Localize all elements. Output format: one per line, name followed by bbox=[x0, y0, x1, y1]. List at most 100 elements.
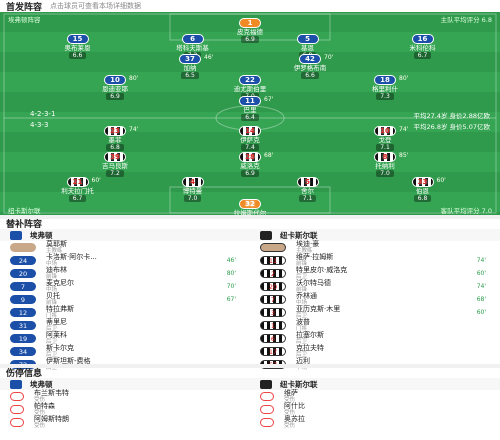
player-name: 巴里 bbox=[243, 106, 257, 114]
coach-text: 埃迪·豪 主教练 bbox=[296, 241, 319, 254]
sub-minute: 74' bbox=[399, 126, 409, 133]
coach-avatar bbox=[10, 243, 36, 252]
bench-text: 卡洛斯·阿尔卡... 中场 bbox=[46, 254, 97, 267]
bench-name: 乔林通 bbox=[296, 292, 317, 300]
home-note: 主队平均评分 6.8 bbox=[440, 16, 492, 24]
bench-sub: 68' bbox=[476, 296, 486, 303]
bench-sub: 70' bbox=[226, 283, 236, 290]
bench-player[interactable]: 31 蒂里尼 后卫 bbox=[0, 319, 250, 332]
bench-team: 埃弗顿 莫耶斯 主教练 24 卡洛斯·阿尔卡... 中场 46' 20 迪布林 前锋 80' 7 麦克尼… bbox=[0, 229, 250, 371]
injury-text: 阿姆斯特朗 受伤 bbox=[34, 416, 69, 429]
bench-position: 前锋 bbox=[296, 286, 308, 293]
coach-row: 埃迪·豪 主教练 bbox=[250, 241, 500, 254]
injured-player: 阿姆斯特朗 受伤 bbox=[0, 416, 250, 429]
player-rating: 7.4 bbox=[241, 144, 259, 151]
bench-player[interactable]: 12 特拉弗斯 门将 bbox=[0, 306, 250, 319]
injury-name: 阿什比 bbox=[284, 402, 305, 410]
bench-number: 31 bbox=[10, 321, 36, 330]
player-name: 皮克福德 bbox=[237, 28, 263, 36]
player[interactable]: 28 威洛克 6.9 68' bbox=[210, 152, 290, 177]
bench-player[interactable]: 6 拉塞尔斯 后卫 bbox=[250, 332, 500, 345]
player-rating: 6.8 bbox=[106, 144, 124, 151]
bench-player[interactable]: 20 迪布林 前锋 80' bbox=[0, 267, 250, 280]
player[interactable]: 39 吉马良斯 7.2 bbox=[75, 152, 155, 177]
pitch-lines bbox=[3, 13, 497, 214]
player[interactable]: 21 利夫拉门托 6.7 60' bbox=[38, 177, 118, 202]
bench-sub: 80' bbox=[226, 270, 236, 277]
player[interactable]: 32拉姆斯代尔7.2 bbox=[210, 199, 290, 215]
player-number: 23 bbox=[104, 126, 126, 136]
bench-player[interactable]: 1 波普 门将 bbox=[250, 319, 500, 332]
bench-player[interactable]: 7 乔林通 中场 68' bbox=[250, 293, 500, 306]
sub-minute: 80' bbox=[399, 75, 409, 82]
team-badge bbox=[260, 379, 272, 389]
bench-player[interactable]: 2 特里皮尔·威洛克 后卫 60' bbox=[250, 267, 500, 280]
player-number: 22 bbox=[239, 75, 261, 85]
bench-player[interactable]: 17 克拉夫特 后卫 bbox=[250, 345, 500, 358]
player[interactable]: 11 巴里 6.4 67' bbox=[210, 96, 290, 121]
player-name: 威洛克 bbox=[240, 162, 260, 170]
player-number: 42 bbox=[299, 54, 321, 64]
player-name: 戈登 bbox=[378, 136, 392, 144]
coach-role: 主教练 bbox=[46, 247, 63, 254]
player-name: 墨菲 bbox=[108, 136, 122, 144]
injury-name: 奥苏拉 bbox=[284, 415, 305, 423]
bench-text: 亚历克斯·木里 后卫 bbox=[296, 306, 340, 319]
bench-position: 后卫 bbox=[296, 312, 308, 319]
player-name: 恩迪亚耶 bbox=[102, 85, 128, 93]
player-name: 拉姆斯代尔 bbox=[233, 209, 267, 215]
bench-player[interactable]: 3 亚历克斯·木里 后卫 60' bbox=[250, 306, 500, 319]
player[interactable]: 8 托纳利 7.0 85' bbox=[345, 152, 425, 177]
player-rating: 6.8 bbox=[413, 195, 432, 202]
bench-name: 亚历克斯·木里 bbox=[296, 305, 341, 313]
away-formation: 4-3-3 bbox=[30, 121, 49, 129]
player-rating: 6.5 bbox=[181, 72, 199, 79]
bench-number: 19 bbox=[10, 334, 36, 343]
header-subtitle: 点击球员可查看本场详细数据 bbox=[50, 2, 142, 10]
bench-player[interactable]: 9 贝托 前锋 67' bbox=[0, 293, 250, 306]
player[interactable]: 4 博特曼 7.0 bbox=[153, 177, 233, 202]
player[interactable]: 14 伊萨克 7.4 bbox=[210, 126, 290, 151]
player[interactable]: 5 舍尔 7.1 bbox=[268, 177, 348, 202]
bench-name: 麦克尼尔 bbox=[46, 279, 74, 287]
bench-player[interactable]: 7 麦克尼尔 中场 70' bbox=[0, 280, 250, 293]
player[interactable]: 10 戈登 7.1 74' bbox=[345, 126, 425, 151]
player[interactable]: 16 米科伦科 6.7 bbox=[383, 34, 463, 59]
player[interactable]: 23 墨菲 6.8 74' bbox=[75, 126, 155, 151]
bench-player[interactable]: 24 卡洛斯·阿尔卡... 中场 46' bbox=[0, 254, 250, 267]
bench-name: 迈利 bbox=[296, 357, 310, 365]
player-name: 基恩 bbox=[301, 44, 314, 52]
bench-position: 后卫 bbox=[296, 351, 308, 358]
bench: 埃弗顿 莫耶斯 主教练 24 卡洛斯·阿尔卡... 中场 46' 20 迪布林 前锋 80' 7 麦克尼… bbox=[0, 229, 500, 371]
sub-minute: 74' bbox=[129, 126, 139, 133]
bench-player[interactable]: 11 维萨·拉姆斯 前锋 74' bbox=[250, 254, 500, 267]
bench-player[interactable]: 20 沃尔特马德 前锋 74' bbox=[250, 280, 500, 293]
player[interactable]: 33 伯恩 6.8 60' bbox=[383, 177, 463, 202]
team-badge bbox=[10, 230, 22, 240]
player-number: 33 bbox=[411, 177, 434, 187]
player-number: 10 bbox=[374, 126, 396, 136]
away-info: 平均26.8岁 身价5.07亿欧 bbox=[413, 123, 490, 131]
bench-player[interactable]: 34 斯卡尔克 后卫 bbox=[0, 345, 250, 358]
player[interactable]: 37 加纳 6.5 46' bbox=[150, 54, 230, 79]
bench-text: 斯卡尔克 后卫 bbox=[46, 345, 74, 358]
sub-minute: 68' bbox=[264, 152, 274, 159]
player[interactable]: 1 皮克福德 6.9 bbox=[210, 18, 290, 43]
injured-player: 帕特森 受伤 bbox=[0, 403, 250, 416]
bench-text: 维萨·拉姆斯 前锋 bbox=[296, 254, 333, 267]
player[interactable]: 42 伊罗格布南 6.6 70' bbox=[270, 54, 350, 79]
sub-minute: 46' bbox=[204, 54, 214, 61]
player-number: 28 bbox=[239, 152, 261, 162]
player-rating: 7.0 bbox=[183, 195, 202, 202]
bench-name: 卡洛斯·阿尔卡... bbox=[46, 253, 97, 261]
injury-icon bbox=[260, 392, 274, 401]
player[interactable]: 10 恩迪亚耶 6.9 80' bbox=[75, 75, 155, 100]
player[interactable]: 15 奥布莱恩 6.6 bbox=[38, 34, 118, 59]
injury-status: 受伤 bbox=[34, 396, 46, 403]
player-rating: 6.7 bbox=[68, 195, 87, 202]
bench-name: 蒂里尼 bbox=[46, 318, 67, 326]
bench-player[interactable]: 19 阿莱科 后卫 bbox=[0, 332, 250, 345]
player[interactable]: 18 格里利什 7.3 80' bbox=[345, 75, 425, 100]
bench-name: 维萨·拉姆斯 bbox=[296, 253, 334, 261]
